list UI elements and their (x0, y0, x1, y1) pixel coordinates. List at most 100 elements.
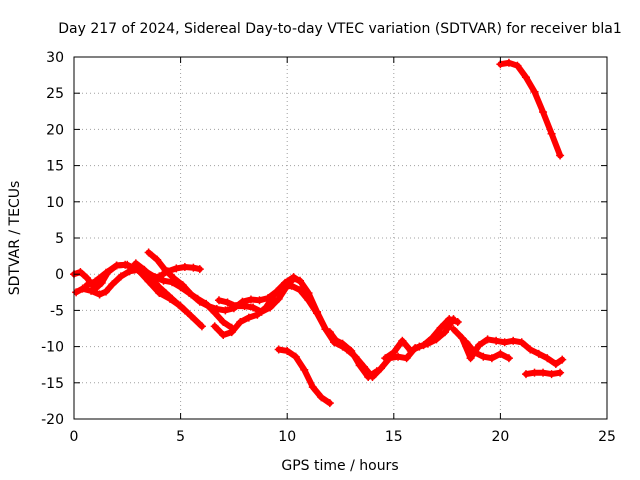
series-arc8 (274, 345, 334, 408)
data-point (295, 276, 304, 285)
data-point (261, 303, 270, 312)
x-tick-label: 20 (491, 429, 509, 445)
x-tick-label: 10 (278, 429, 296, 445)
data-point (487, 354, 496, 363)
data-point (389, 348, 398, 357)
data-point (423, 339, 432, 348)
data-point (195, 265, 204, 274)
y-axis-label: SDTVAR / TECUs (7, 181, 23, 296)
data-point (212, 304, 221, 313)
series-line (326, 316, 461, 380)
data-point (547, 129, 556, 138)
data-point (278, 283, 287, 292)
data-point (466, 354, 475, 363)
y-tick-label: 0 (55, 267, 64, 283)
data-point (547, 370, 556, 379)
data-point (270, 290, 279, 299)
data-point (308, 383, 317, 392)
data-point (475, 341, 484, 350)
series-line (211, 282, 380, 380)
data-point (227, 328, 236, 337)
data-point (479, 352, 488, 361)
series-line (497, 59, 564, 159)
data-point (415, 342, 424, 351)
data-point (178, 281, 187, 290)
data-point (500, 338, 509, 347)
series-arc4 (131, 259, 189, 315)
data-point (172, 264, 181, 273)
data-point (432, 335, 441, 344)
data-point (295, 286, 304, 295)
y-tick-label: 30 (46, 50, 64, 66)
data-point (240, 302, 249, 311)
grid-lines (74, 57, 607, 419)
data-point (325, 328, 334, 337)
data-point (274, 345, 283, 354)
data-point (504, 58, 513, 67)
data-point (82, 281, 91, 290)
data-point (180, 262, 189, 271)
data-point (406, 346, 415, 355)
data-point (513, 61, 522, 70)
data-point (368, 373, 377, 382)
x-axis-label: GPS time / hours (281, 458, 398, 474)
series-arc11 (449, 325, 567, 368)
data-point (436, 323, 445, 332)
data-point (101, 287, 110, 296)
data-point (189, 263, 198, 272)
data-point (76, 268, 85, 277)
data-point (197, 322, 206, 331)
data-point (289, 274, 298, 283)
data-point (342, 345, 351, 354)
x-tick-label: 15 (385, 429, 403, 445)
series-arc9 (325, 315, 462, 382)
data-point (359, 362, 368, 371)
data-point (253, 310, 262, 319)
series-arc10 (381, 315, 458, 363)
data-point (223, 298, 232, 307)
data-point (556, 368, 565, 377)
data-point (526, 345, 535, 354)
data-point (534, 349, 543, 358)
data-point (219, 331, 228, 340)
data-point (168, 294, 177, 303)
data-point (530, 87, 539, 96)
data-point (517, 338, 526, 347)
series-line (132, 260, 188, 314)
data-point (334, 339, 343, 348)
data-point (204, 302, 213, 311)
data-point (78, 284, 87, 293)
data-point (123, 260, 132, 269)
y-tick-label: 15 (46, 159, 64, 175)
y-tick-label: 10 (46, 195, 64, 211)
data-point (170, 274, 179, 283)
x-tick-label: 0 (70, 429, 79, 445)
data-point (255, 296, 264, 305)
data-point (159, 276, 168, 285)
series-arc2 (72, 265, 236, 332)
series-line (275, 346, 333, 407)
data-point (72, 288, 81, 297)
y-tick-label: 25 (46, 86, 64, 102)
data-point (214, 296, 223, 305)
data-point (398, 336, 407, 345)
data-point (140, 265, 149, 274)
data-point (232, 302, 241, 311)
data-point (287, 281, 296, 290)
series-arc14 (496, 58, 565, 160)
data-point (521, 370, 530, 379)
data-point (300, 365, 309, 374)
data-point (82, 273, 91, 282)
data-point (95, 290, 104, 299)
plot-frame (73, 56, 608, 420)
data-point (470, 348, 479, 357)
series-arc7 (210, 281, 381, 382)
data-point (180, 306, 189, 315)
data-point (283, 346, 292, 355)
chart-title: Day 217 of 2024, Sidereal Day-to-day VTE… (58, 21, 621, 37)
data-point (97, 278, 106, 287)
data-point (483, 335, 492, 344)
data-point (195, 297, 204, 306)
y-tick-label: 5 (55, 231, 64, 247)
